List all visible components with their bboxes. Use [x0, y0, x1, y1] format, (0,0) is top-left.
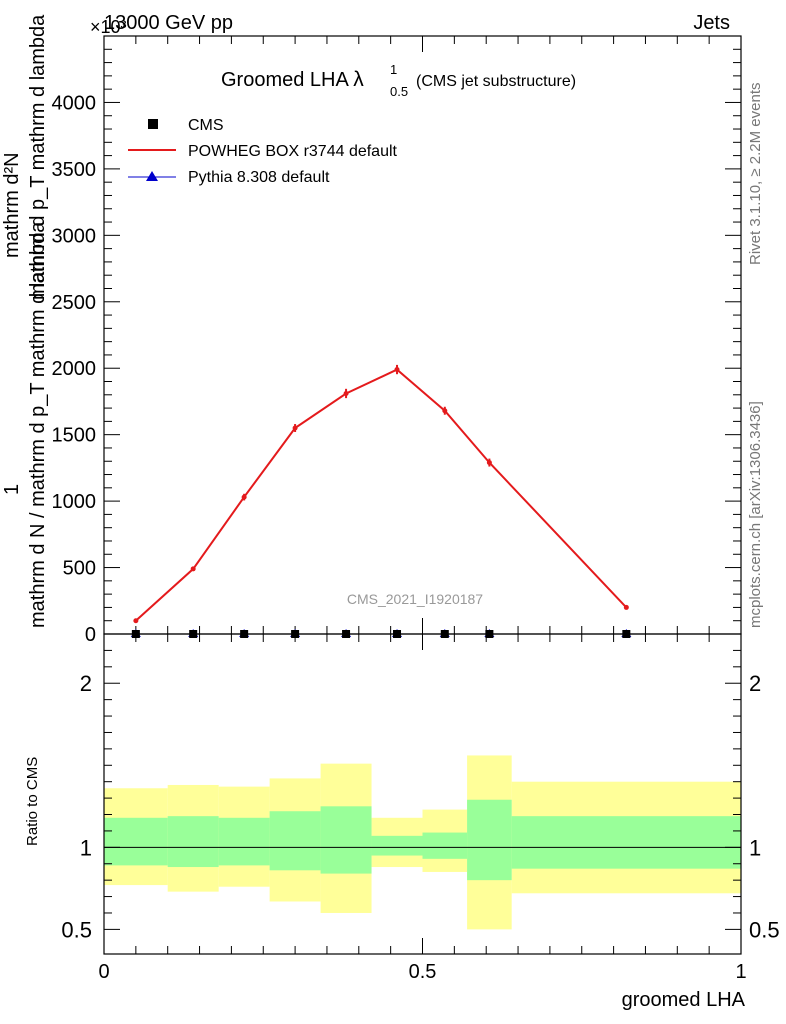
- ratio-inner-band: [422, 832, 468, 859]
- powheg-point: [486, 460, 492, 466]
- main-y-tick-label: 4000: [52, 92, 97, 114]
- ratio-inner-band: [269, 811, 321, 871]
- title-suffix: (CMS jet substructure): [416, 73, 576, 90]
- ratio-y-tick-label: 0.5: [61, 917, 92, 942]
- mcplots-label: mcplots.cern.ch [arXiv:1306.3436]: [747, 401, 764, 628]
- main-y-tick-label: 1000: [52, 491, 97, 513]
- legend-marker-pythia: [146, 171, 158, 181]
- main-panel: 0 500 1000 1500 2000 2500 3000 3500 4000 CMS_202…: [1, 14, 742, 646]
- ylabel-denominator: mathrm d N / mathrm d p_T mathrm d lambd…: [27, 221, 49, 628]
- powheg-point: [623, 604, 629, 610]
- series-line-powheg: [135, 368, 628, 622]
- ratio-inner-band: [167, 816, 219, 868]
- powheg-point: [394, 367, 400, 373]
- legend-label-powheg: POWHEG BOX r3744 default: [188, 143, 398, 160]
- legend-label-cms: CMS: [188, 117, 224, 134]
- main-y-ticks: 0 500 1000 1500 2000 2500 3000 3500 4000: [52, 48, 741, 646]
- rivet-label: Rivet 3.1.10, ≥ 2.2M events: [747, 83, 764, 266]
- powheg-point: [292, 425, 298, 431]
- ylabel-numerator: 1: [1, 484, 23, 495]
- main-y-axis-label: 1 mathrm d N / mathrm d p_T mathrm d lam…: [1, 14, 49, 628]
- ratio-panel: 0.5 0.51 12 2 0 0.5 1 Ratio to CMS groomed LH…: [24, 633, 780, 1011]
- legend: CMS POWHEG BOX r3744 default Pythia 8.30…: [128, 117, 398, 186]
- exponent-label: ×10³: [90, 17, 127, 37]
- main-y-tick-label: 2000: [52, 358, 97, 380]
- main-y-tick-label: 3000: [52, 225, 97, 247]
- main-y-tick-label: 0: [85, 624, 96, 646]
- title-text: Groomed LHA: [221, 69, 349, 91]
- ratio-y-tick-label-right: 0.5: [749, 917, 780, 942]
- title-symbol: λ: [353, 68, 364, 91]
- powheg-point: [241, 494, 247, 500]
- x-tick-label: 0: [98, 961, 109, 983]
- x-tick-label: 0.5: [409, 961, 437, 983]
- main-y-tick-label: 500: [63, 558, 96, 580]
- legend-label-pythia: Pythia 8.308 default: [188, 169, 330, 186]
- plot-title: Groomed LHA λ 1 0.5 (CMS jet substructur…: [221, 62, 576, 99]
- main-y-tick-label: 3500: [52, 159, 97, 181]
- main-y-tick-label: 2500: [52, 292, 97, 314]
- ylabel-full: mathrm d p_T mathrm d lambda: [27, 14, 49, 300]
- energy-label: 13000 GeV pp: [104, 12, 233, 34]
- powheg-point: [343, 390, 349, 396]
- powheg-point: [133, 618, 139, 624]
- ratio-y-ticks: 0.5 0.5 1 1 2 2: [61, 649, 780, 942]
- powheg-point: [442, 408, 448, 414]
- legend-marker-cms: [148, 119, 158, 129]
- ratio-inner-band: [218, 817, 270, 866]
- watermark: CMS_2021_I1920187: [347, 591, 483, 607]
- ratio-y-tick-label: 1: [80, 835, 92, 860]
- title-superscript: 1: [390, 62, 397, 77]
- ratio-y-axis-label: Ratio to CMS: [24, 757, 41, 846]
- ratio-inner-band: [511, 816, 741, 869]
- powheg-point: [190, 566, 196, 572]
- ratio-inner-band: [104, 817, 168, 866]
- title-subscript: 0.5: [390, 84, 408, 99]
- x-axis-label: groomed LHA: [622, 989, 746, 1011]
- svg-text:Groomed LHA λ: Groomed LHA λ: [221, 68, 364, 91]
- ratio-inner-band: [371, 835, 423, 856]
- ratio-inner-band: [467, 799, 512, 881]
- ratio-inner-band: [320, 806, 372, 874]
- process-label: Jets: [693, 12, 730, 34]
- ratio-y-tick-label-right: 1: [749, 835, 761, 860]
- ratio-frame: [103, 633, 742, 955]
- ratio-bands: [104, 755, 741, 930]
- ratio-y-tick-label: 2: [80, 671, 92, 696]
- ylabel-numerator2: mathrm d²N: [1, 152, 23, 258]
- x-tick-label: 1: [735, 961, 746, 983]
- main-y-tick-label: 1500: [52, 425, 97, 447]
- ratio-y-tick-label-right: 2: [749, 671, 761, 696]
